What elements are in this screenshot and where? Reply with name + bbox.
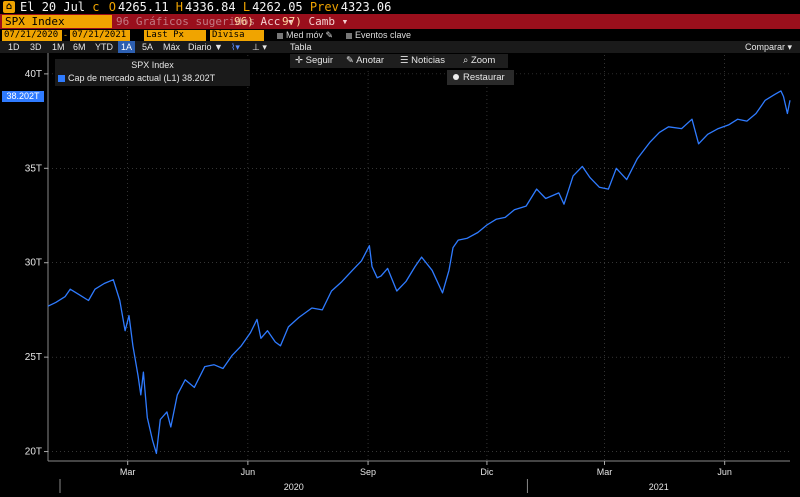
suggested-charts-button[interactable]: 96 Gráficos sugeridos bbox=[116, 15, 256, 28]
moving-average-label: Med móv bbox=[286, 30, 324, 40]
quote-bar: ⌂ El 20 Jul c O 4265.11 H 4336.84 L 4262.05… bbox=[0, 0, 800, 14]
key-events-toggle[interactable]: Eventos clave bbox=[346, 29, 411, 41]
x-axis: Mar Jun Sep Dic Mar Jun 2020 2021 bbox=[48, 460, 790, 493]
terminal-logo-icon: ⌂ bbox=[3, 1, 15, 13]
restore-icon bbox=[453, 74, 459, 81]
actions-label: Acc bbox=[260, 15, 281, 28]
x-tick-label: Sep bbox=[360, 467, 376, 477]
legend-series-item[interactable]: Cap de mercado actual (L1) 38.202T bbox=[58, 73, 215, 83]
year-label: 2020 bbox=[284, 482, 304, 492]
zoom-icon: ⌕ bbox=[463, 55, 469, 66]
moving-average-checkbox-icon bbox=[277, 32, 283, 39]
current-value-label: 38.202T bbox=[2, 91, 44, 102]
year-label: 2021 bbox=[649, 482, 669, 492]
range-max[interactable]: Máx bbox=[163, 42, 181, 52]
pencil-icon[interactable]: ✎ bbox=[325, 30, 334, 40]
chart-legend: SPX Index Cap de mercado actual (L1) 38.… bbox=[55, 59, 250, 86]
change-number: 97) bbox=[282, 15, 302, 28]
restore-label: Restaurar bbox=[463, 72, 505, 83]
range-5a[interactable]: 5A bbox=[142, 42, 154, 52]
ticker-input[interactable]: SPX Index bbox=[2, 15, 112, 28]
prev-value: 4323.06 bbox=[340, 0, 392, 14]
zoom-label: Zoom bbox=[470, 55, 496, 66]
x-tick-label: Dic bbox=[480, 467, 493, 477]
follow-label: Seguir bbox=[305, 55, 334, 66]
chart-series bbox=[47, 90, 791, 455]
crosshair-icon: ✛ bbox=[295, 55, 303, 66]
actions-number: 96) bbox=[234, 15, 254, 28]
key-events-label: Eventos clave bbox=[355, 30, 412, 40]
change-label: Camb bbox=[308, 15, 336, 28]
compare-button[interactable]: Comparar ▾ bbox=[745, 42, 793, 52]
open-value: 4265.11 bbox=[117, 0, 169, 14]
range-6m[interactable]: 6M bbox=[73, 42, 86, 52]
x-tick-label: Jun bbox=[241, 467, 256, 477]
annotate-button[interactable]: ✎ Anotar bbox=[346, 54, 384, 68]
chart-toolbar: ✛ Seguir ✎ Anotar ☰ Noticias ⌕ Zoom bbox=[290, 54, 508, 68]
change-menu[interactable]: 97) Camb ▾ bbox=[282, 14, 348, 29]
low-label: L bbox=[242, 0, 251, 14]
news-button[interactable]: ☰ Noticias bbox=[400, 54, 445, 68]
annotate-label: Anotar bbox=[356, 55, 385, 66]
range-1m[interactable]: 1M bbox=[52, 42, 65, 52]
annotate-icon: ✎ bbox=[346, 55, 354, 66]
range-bar: 1D 3D 1M 6M YTD 1A 5A Máx Diario ▼ ⌇▾ ⊥ … bbox=[0, 41, 800, 53]
command-bar: SPX Index 96 Gráficos sugeridos 96) Acc … bbox=[0, 14, 800, 29]
x-tick-label: Mar bbox=[120, 467, 136, 477]
session-label: El bbox=[20, 0, 35, 14]
frequency-select[interactable]: Diario ▼ bbox=[188, 42, 223, 52]
series-line bbox=[47, 90, 791, 455]
range-1d[interactable]: 1D bbox=[8, 42, 20, 52]
high-label: H bbox=[175, 0, 184, 14]
change-dropdown-icon: ▾ bbox=[341, 15, 349, 28]
restore-button[interactable]: Restaurar bbox=[447, 70, 514, 85]
follow-button[interactable]: ✛ Seguir bbox=[295, 54, 333, 68]
actions-menu[interactable]: 96) Acc ▾ bbox=[234, 14, 294, 29]
date-separator: - bbox=[64, 30, 67, 40]
moving-average-toggle[interactable]: Med móv ✎ bbox=[277, 29, 333, 41]
high-value: 4336.84 bbox=[185, 0, 236, 14]
x-tick-label: Mar bbox=[597, 467, 613, 477]
currency-select[interactable]: Divisa local bbox=[210, 30, 264, 51]
table-button[interactable]: Tabla bbox=[290, 42, 312, 52]
open-label: O bbox=[108, 0, 116, 14]
prev-label: Prev bbox=[309, 0, 339, 14]
date-from-input[interactable]: 07/21/2020 bbox=[2, 30, 62, 41]
news-icon: ☰ bbox=[400, 55, 409, 66]
y-tick-label: 25T bbox=[25, 352, 42, 363]
chart-grid bbox=[48, 55, 790, 461]
y-tick-label: 20T bbox=[25, 447, 42, 458]
y-axis: 20T 25T 30T 35T 40T bbox=[25, 53, 49, 461]
market-cap-chart[interactable]: 20T 25T 30T 35T 40T Mar Jun Sep Dic Mar Jun 2020 20… bbox=[0, 53, 800, 497]
settings-bar: 07/21/2020 - 07/21/2021 Last Px Divisa l… bbox=[0, 29, 800, 51]
key-events-checkbox-icon bbox=[346, 32, 352, 39]
legend-title: SPX Index bbox=[131, 60, 174, 70]
range-3d[interactable]: 3D bbox=[30, 42, 42, 52]
zoom-button[interactable]: ⌕ Zoom bbox=[463, 54, 495, 68]
x-tick-label: Jun bbox=[717, 467, 732, 477]
actions-dropdown-icon: ▾ bbox=[287, 15, 294, 28]
quote-date: 20 Jul bbox=[41, 0, 86, 14]
line-chart-type-icon[interactable]: ⌇▾ bbox=[231, 42, 240, 52]
low-value: 4262.05 bbox=[252, 0, 303, 14]
y-tick-label: 40T bbox=[25, 69, 42, 80]
legend-series-label: Cap de mercado actual (L1) 38.202T bbox=[68, 73, 216, 83]
field-select[interactable]: Last Px bbox=[144, 30, 206, 41]
news-label: Noticias bbox=[411, 55, 445, 66]
date-to-input[interactable]: 07/21/2021 bbox=[70, 30, 130, 41]
close-flag: c bbox=[92, 0, 100, 14]
legend-series-swatch bbox=[58, 75, 65, 83]
draw-tools-icon[interactable]: ⊥ ▾ bbox=[252, 42, 267, 52]
y-tick-label: 30T bbox=[25, 258, 42, 269]
range-ytd[interactable]: YTD bbox=[95, 42, 113, 52]
range-1a-selected[interactable]: 1A bbox=[118, 41, 136, 53]
y-tick-label: 35T bbox=[25, 163, 42, 174]
